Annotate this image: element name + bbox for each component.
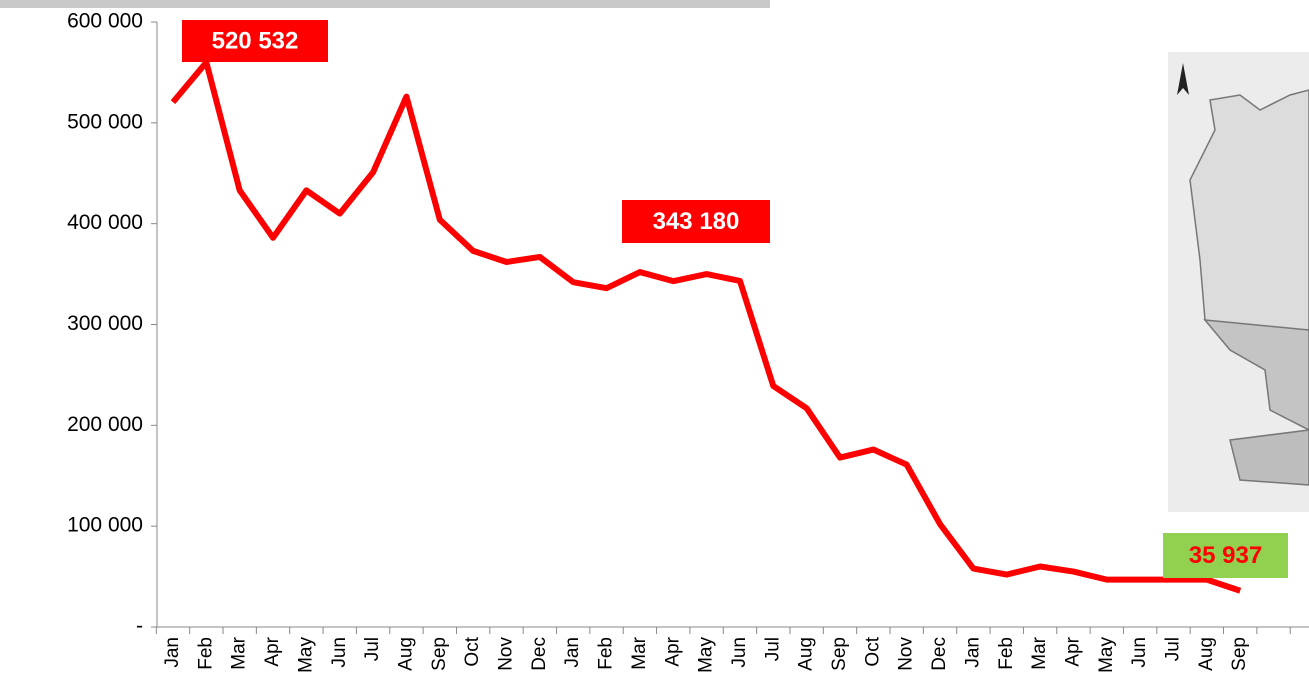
x-tick-label: Jul [1163,637,1184,661]
y-tick-label: - [136,615,143,638]
background-map [1168,52,1309,512]
x-tick-label: Jan [562,637,583,668]
x-tick-label: Jul [362,637,383,661]
x-tick-label: Dec [529,637,550,671]
x-tick-label: Jun [729,637,750,668]
chart: - 100 000 200 000 300 000 400 000 500 000 600 … [0,0,1309,694]
x-tick-label: May [696,637,717,673]
x-tick-label: Nov [896,637,917,671]
x-tick-label: Aug [395,637,416,671]
x-tick-label: Sep [429,637,450,671]
x-tick-label: Feb [996,637,1017,670]
data-label: 343 180 [653,208,740,235]
x-tick-label: Mar [229,636,250,669]
x-tick-label: Jul [762,637,783,661]
x-tick-label: Jan [962,637,983,668]
x-tick-label: Sep [829,637,850,671]
data-line [173,62,1240,590]
y-tick-label: 400 000 [67,211,143,234]
x-tick-label: Oct [862,636,883,666]
x-tick-label: May [295,637,316,673]
x-tick-label: Oct [462,636,483,666]
y-tick-label: 100 000 [67,514,143,537]
x-tick-label: Feb [195,637,216,670]
x-tick-label: Dec [929,637,950,671]
data-label: 35 937 [1189,542,1262,569]
x-tick-label: Mar [629,636,650,669]
x-tick-label: Feb [596,637,617,670]
background-strip [0,0,770,8]
x-tick-label: Nov [496,637,517,671]
x-tick-label: Aug [796,637,817,671]
x-tick-label: Aug [1196,637,1217,671]
x-tick-label: Apr [1062,636,1083,666]
y-tick-label: 600 000 [67,10,143,33]
y-tick-label: 300 000 [67,312,143,335]
x-tick-label: Jun [1129,637,1150,668]
x-tick-label: Mar [1029,636,1050,669]
x-tick-label: Jun [329,637,350,668]
x-tick-label: Jan [162,637,183,668]
x-tick-label: May [1096,637,1117,673]
x-tick-label: Sep [1229,637,1250,671]
x-tick-label: Apr [662,636,683,666]
y-tick-label: 500 000 [67,110,143,133]
y-tick-label: 200 000 [67,413,143,436]
x-tick-label: Apr [262,636,283,666]
data-label: 520 532 [212,27,299,54]
